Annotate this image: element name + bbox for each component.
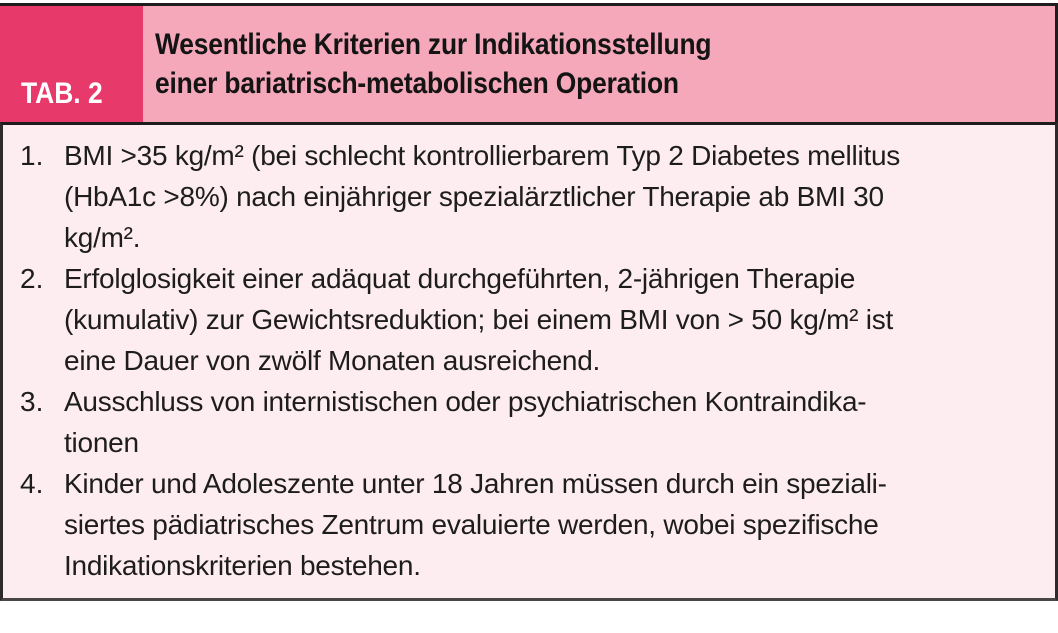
item-number: 3.: [20, 386, 44, 417]
list-item: 3. Ausschluss von internistischen oder p…: [20, 381, 1039, 463]
list-item: 2. Erfolglosigkeit einer adäquat durchge…: [20, 258, 1039, 381]
top-rule: [0, 3, 1058, 6]
item-number: 1.: [20, 140, 44, 171]
item-text: Erfolglosigkeit einer adäquat durchgefüh…: [64, 263, 894, 376]
table-title: Wesentliche Kriterien zur Indikationsste…: [155, 28, 712, 100]
item-text: BMI >35 kg/m² (bei schlecht kontrollierb…: [64, 140, 901, 253]
list-item: 4. Kinder und Adoleszente unter 18 Jahre…: [20, 463, 1039, 586]
item-number: 4.: [20, 468, 44, 499]
item-text: Kinder und Adoleszente unter 18 Jahren m…: [64, 468, 887, 581]
item-text: Ausschluss von internistischen oder psyc…: [64, 386, 867, 458]
table-header: TAB. 2 Wesentliche Kriterien zur Indikat…: [0, 6, 1058, 122]
list-item: 1. BMI >35 kg/m² (bei schlecht kontrolli…: [20, 135, 1039, 258]
item-number: 2.: [20, 263, 44, 294]
table-title-band: Wesentliche Kriterien zur Indikationsste…: [143, 6, 1058, 122]
table-tag-chip: TAB. 2: [0, 6, 143, 122]
table-tag-label: TAB. 2: [21, 77, 103, 110]
table-body: 1. BMI >35 kg/m² (bei schlecht kontrolli…: [0, 122, 1058, 601]
